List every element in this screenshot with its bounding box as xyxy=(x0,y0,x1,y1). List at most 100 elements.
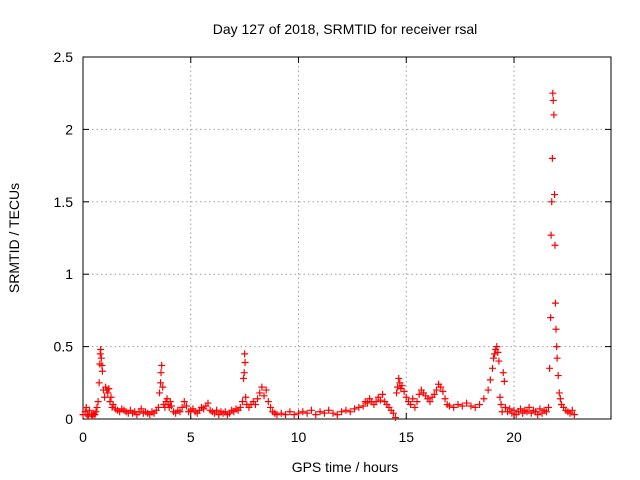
data-point xyxy=(411,403,419,411)
data-point xyxy=(471,403,479,411)
data-point xyxy=(254,395,262,403)
x-tick-label: 10 xyxy=(291,429,307,445)
y-tick-label: 0.5 xyxy=(54,339,74,355)
data-point xyxy=(501,403,509,411)
data-point xyxy=(325,406,333,414)
data-point xyxy=(547,231,555,239)
data-point xyxy=(157,369,165,377)
data-point xyxy=(93,403,101,411)
data-point xyxy=(241,359,249,367)
data-point xyxy=(307,406,315,414)
data-point xyxy=(316,408,324,416)
data-point xyxy=(97,354,105,362)
data-point xyxy=(351,405,359,413)
data-point xyxy=(167,402,175,410)
data-point xyxy=(240,369,248,377)
data-point xyxy=(570,411,578,419)
data-point xyxy=(510,406,518,414)
data-point xyxy=(389,409,397,417)
data-point xyxy=(282,411,290,419)
data-point xyxy=(467,402,475,410)
data-point xyxy=(553,354,561,362)
y-tick-label: 2 xyxy=(65,121,73,137)
data-point xyxy=(500,377,508,385)
data-point xyxy=(260,392,268,400)
data-point xyxy=(426,398,434,406)
data-point xyxy=(393,389,401,397)
data-point xyxy=(299,408,307,416)
data-point xyxy=(338,408,346,416)
grid xyxy=(83,57,611,419)
data-point xyxy=(432,386,440,394)
data-point xyxy=(266,403,274,411)
data-point xyxy=(355,403,363,411)
data-point xyxy=(463,399,471,407)
data-point xyxy=(213,406,221,414)
data-point xyxy=(542,408,550,416)
data-point xyxy=(551,191,559,199)
data-point xyxy=(437,383,445,391)
data-point xyxy=(550,111,558,119)
x-tick-label: 5 xyxy=(187,429,195,445)
data-point xyxy=(238,398,246,406)
data-point xyxy=(516,405,524,413)
data-point xyxy=(546,364,554,372)
data-point xyxy=(490,354,498,362)
data-point xyxy=(98,367,106,375)
data-point xyxy=(398,382,406,390)
data-point xyxy=(536,405,544,413)
data-point xyxy=(476,401,484,409)
data-point xyxy=(491,350,499,358)
data-point xyxy=(409,395,417,403)
data-point xyxy=(97,345,105,353)
data-point xyxy=(400,387,408,395)
data-point xyxy=(264,398,272,406)
data-point xyxy=(555,389,563,397)
data-point xyxy=(295,409,303,417)
data-point xyxy=(395,374,403,382)
data-point xyxy=(556,395,564,403)
data-point xyxy=(554,372,562,380)
data-point xyxy=(499,369,507,377)
data-point xyxy=(204,399,212,407)
data-point xyxy=(166,398,174,406)
data-point xyxy=(242,393,250,401)
data-point xyxy=(241,350,249,358)
data-point xyxy=(441,395,449,403)
data-point xyxy=(158,361,166,369)
data-point xyxy=(372,398,380,406)
data-point xyxy=(286,408,294,416)
data-point xyxy=(107,393,115,401)
data-point xyxy=(94,398,102,406)
data-point xyxy=(363,399,371,407)
data-point xyxy=(290,411,298,419)
data-point xyxy=(277,409,285,417)
data-point xyxy=(240,374,248,382)
x-tick-label: 0 xyxy=(79,429,87,445)
data-point xyxy=(273,411,281,419)
x-axis-label: GPS time / hours xyxy=(292,459,399,475)
data-point xyxy=(137,405,145,413)
y-tick-label: 0 xyxy=(65,411,73,427)
data-point xyxy=(159,383,167,391)
data-point xyxy=(439,387,447,395)
data-point xyxy=(484,386,492,394)
data-point xyxy=(497,401,505,409)
data-point xyxy=(402,393,410,401)
y-tick-label: 1 xyxy=(65,266,73,282)
data-point xyxy=(391,414,399,422)
data-point xyxy=(549,96,557,104)
data-point xyxy=(346,408,354,416)
data-point xyxy=(523,408,531,416)
y-axis-label: SRMTID / TECUs xyxy=(6,183,22,293)
data-point xyxy=(480,395,488,403)
data-point xyxy=(548,154,556,162)
data-point xyxy=(407,401,415,409)
data-point xyxy=(450,403,458,411)
data-point xyxy=(494,348,502,356)
data-point xyxy=(359,402,367,410)
data-point xyxy=(95,379,103,387)
data-point xyxy=(109,401,117,409)
